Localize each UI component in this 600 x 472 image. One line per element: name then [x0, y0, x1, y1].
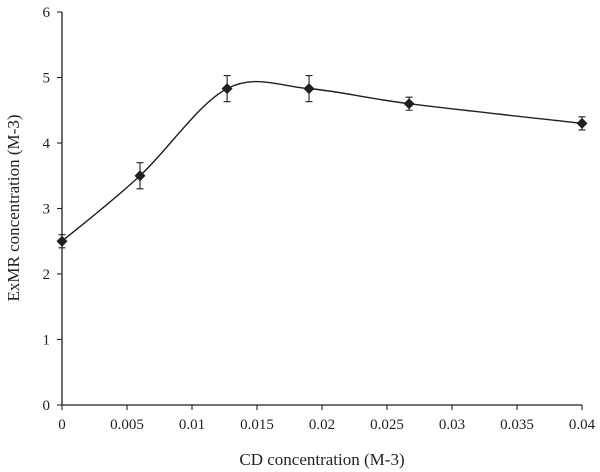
y-tick-label: 0	[43, 398, 51, 414]
data-point-marker	[221, 83, 233, 95]
axes	[61, 12, 582, 406]
data-point-marker	[134, 170, 146, 182]
x-tick-label: 0.035	[500, 417, 534, 433]
y-tick-label: 3	[43, 202, 51, 218]
data-points	[56, 83, 588, 247]
x-tick-label: 0.02	[309, 417, 335, 433]
x-ticks: 0 0.005 0.01 0.015 0.02 0.025 0.03 0.035 0.04	[58, 405, 596, 433]
y-ticks: 0 1 2 3 4 5 6	[43, 5, 62, 414]
x-tick-label: 0.01	[179, 417, 205, 433]
data-point-marker	[56, 235, 68, 247]
y-tick-label: 4	[43, 136, 51, 152]
y-tick-label: 5	[43, 71, 51, 87]
x-tick-label: 0.03	[439, 417, 465, 433]
x-axis-title: CD concentration (M-3)	[239, 450, 404, 469]
data-point-marker	[576, 117, 588, 129]
fit-curve	[61, 80, 583, 242]
error-bars	[58, 74, 586, 249]
x-tick-label: 0.025	[370, 417, 404, 433]
x-tick-label: 0.04	[569, 417, 596, 433]
y-tick-label: 6	[43, 5, 51, 21]
y-tick-label: 1	[43, 333, 51, 349]
data-point-marker	[303, 83, 315, 95]
y-tick-label: 2	[43, 267, 51, 283]
data-point-marker	[403, 98, 415, 110]
x-tick-label: 0.005	[110, 417, 144, 433]
x-tick-label: 0.015	[240, 417, 274, 433]
x-tick-label: 0	[58, 417, 66, 433]
y-axis-title: ExMR concentration (M-3)	[4, 115, 23, 302]
